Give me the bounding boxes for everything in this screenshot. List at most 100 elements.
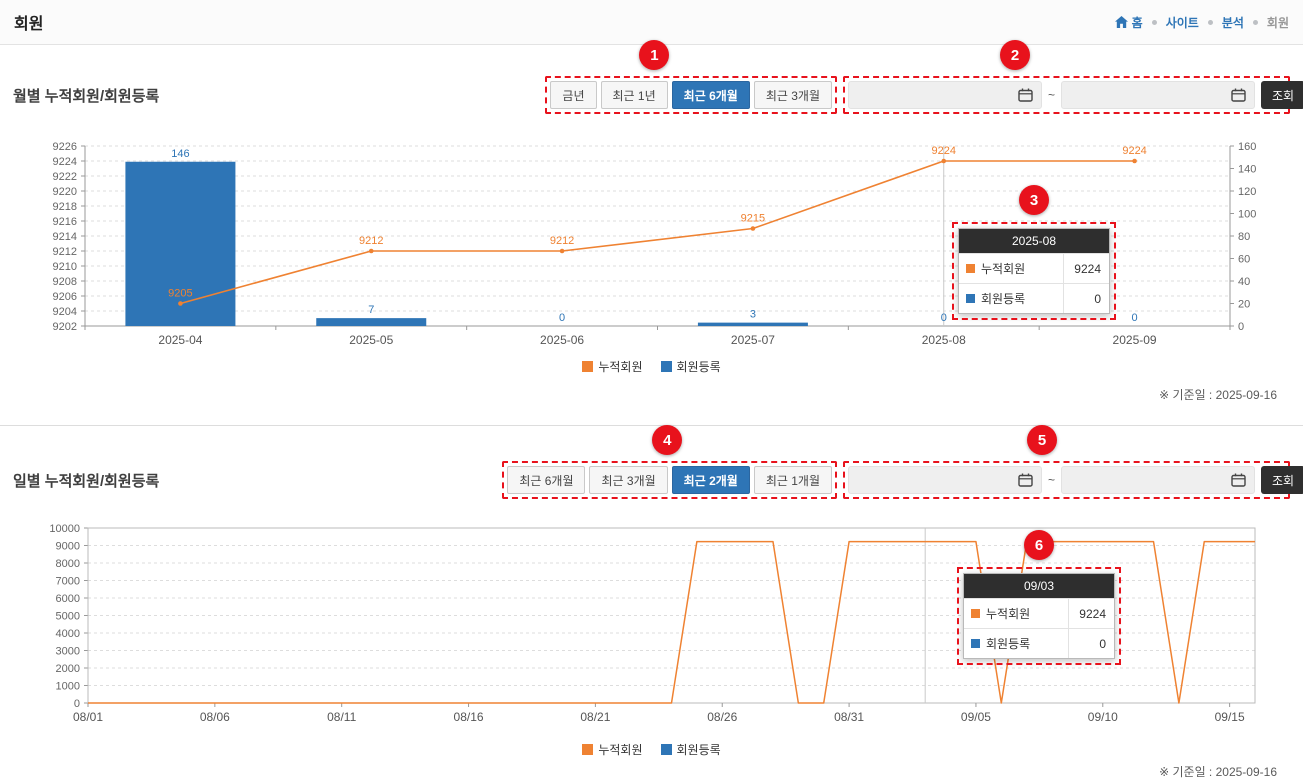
svg-text:09/10: 09/10 <box>1088 710 1118 724</box>
svg-text:2025-04: 2025-04 <box>158 333 202 347</box>
svg-text:140: 140 <box>1238 164 1256 176</box>
tooltip-row: 누적회원 9224 <box>964 598 1114 628</box>
series-swatch-icon <box>971 639 980 648</box>
series-swatch-icon <box>966 264 975 273</box>
svg-text:2025-05: 2025-05 <box>349 333 393 347</box>
tooltip-row: 회원등록 0 <box>964 628 1114 658</box>
svg-text:9210: 9210 <box>53 261 77 273</box>
nav-home[interactable]: 홈 <box>1114 14 1143 31</box>
svg-text:0: 0 <box>941 312 947 324</box>
svg-text:2025-09: 2025-09 <box>1113 333 1157 347</box>
nav-analysis[interactable]: 분석 <box>1222 14 1244 31</box>
nav-member-current: 회원 <box>1267 14 1289 31</box>
svg-text:9220: 9220 <box>53 186 77 198</box>
dot-separator-icon <box>1252 19 1258 25</box>
monthly-chart-tooltip: 3 2025-08 누적회원 9224 회원등록 0 <box>952 185 1116 320</box>
nav-site[interactable]: 사이트 <box>1166 14 1199 31</box>
daily-filter-2months-button[interactable]: 최근 2개월 <box>671 466 750 494</box>
daily-date-from-input[interactable] <box>848 466 1042 494</box>
monthly-filter-1year-button[interactable]: 최근 1년 <box>600 81 668 109</box>
legend-swatch-icon <box>582 744 594 755</box>
date-range-separator: ~ <box>1048 88 1056 102</box>
svg-text:9212: 9212 <box>550 235 574 247</box>
daily-date-from-field[interactable] <box>857 473 1012 487</box>
svg-text:1000: 1000 <box>56 681 80 693</box>
svg-text:9224: 9224 <box>1122 145 1146 157</box>
tooltip-series-label: 누적회원 <box>986 607 1031 621</box>
monthly-date-to-input[interactable] <box>1061 81 1256 109</box>
daily-legend: 누적회원 회원등록 <box>0 742 1303 757</box>
tooltip-series-value: 0 <box>1063 284 1109 313</box>
daily-chart[interactable]: 0 1000 2000 3000 4000 5000 6000 7000 8000 9000 100… <box>0 518 1303 736</box>
svg-text:5000: 5000 <box>56 611 80 623</box>
monthly-filter-3months-button[interactable]: 최근 3개월 <box>753 81 832 109</box>
daily-filter-3months-button[interactable]: 최근 3개월 <box>589 466 668 494</box>
page-title: 회원 <box>14 16 44 33</box>
svg-text:3: 3 <box>750 309 756 321</box>
annotation-badge-3: 3 <box>1019 185 1049 215</box>
legend-label: 누적회원 <box>598 743 643 757</box>
svg-text:20: 20 <box>1238 299 1250 311</box>
svg-text:9214: 9214 <box>53 231 77 243</box>
calendar-icon[interactable] <box>1018 88 1033 102</box>
svg-text:08/21: 08/21 <box>580 710 610 724</box>
nav-home-label: 홈 <box>1131 15 1143 30</box>
annotation-badge-6: 6 <box>1024 530 1054 560</box>
monthly-chart[interactable]: 9202 9204 9206 9208 9210 9212 9214 9216 9218 9220… <box>0 131 1303 353</box>
tooltip-title: 2025-08 <box>959 229 1109 253</box>
monthly-filter-6months-button[interactable]: 최근 6개월 <box>671 81 750 109</box>
tooltip-series-label: 회원등록 <box>981 292 1026 306</box>
calendar-icon[interactable] <box>1231 88 1246 102</box>
series-swatch-icon <box>966 294 975 303</box>
daily-filter-6months-button[interactable]: 최근 6개월 <box>507 466 586 494</box>
tooltip-series-label: 회원등록 <box>986 637 1031 651</box>
svg-text:08/06: 08/06 <box>200 710 230 724</box>
svg-text:9224: 9224 <box>932 145 956 157</box>
tooltip-series-value: 9224 <box>1068 599 1114 628</box>
annotation-badge-1: 1 <box>639 40 670 70</box>
calendar-icon[interactable] <box>1018 473 1033 487</box>
daily-chart-svg: 0 1000 2000 3000 4000 5000 6000 7000 8000 9000 100… <box>49 523 1256 724</box>
legend-label: 회원등록 <box>676 360 721 374</box>
monthly-date-from-input[interactable] <box>848 81 1042 109</box>
legend-item: 회원등록 <box>660 741 721 758</box>
svg-text:9205: 9205 <box>168 288 192 300</box>
svg-text:7000: 7000 <box>56 576 80 588</box>
monthly-footnote: ※ 기준일 : 2025-09-16 <box>1159 388 1277 402</box>
tooltip-series: 회원등록 <box>964 629 1068 658</box>
svg-text:9222: 9222 <box>53 171 77 183</box>
section-divider <box>0 425 1303 426</box>
daily-footnote: ※ 기준일 : 2025-09-16 <box>1159 765 1277 779</box>
tooltip-row: 회원등록 0 <box>959 283 1109 313</box>
monthly-date-to-field[interactable] <box>1070 88 1226 102</box>
svg-text:3000: 3000 <box>56 646 80 658</box>
daily-date-to-field[interactable] <box>1070 473 1226 487</box>
monthly-filter-this-year-button[interactable]: 금년 <box>550 81 597 109</box>
legend-swatch-icon <box>582 361 594 372</box>
daily-filter-1month-button[interactable]: 최근 1개월 <box>753 466 832 494</box>
svg-text:0: 0 <box>559 312 565 324</box>
svg-text:10000: 10000 <box>49 523 80 535</box>
svg-text:40: 40 <box>1238 276 1250 288</box>
daily-controls: 일별 누적회원/회원등록 4 최근 6개월 최근 3개월 최근 2개월 최근 1… <box>0 425 1303 499</box>
nav-site-label: 사이트 <box>1165 15 1199 30</box>
daily-search-button[interactable]: 조회 <box>1261 466 1303 494</box>
svg-text:2025-08: 2025-08 <box>922 333 966 347</box>
monthly-chart-svg: 9202 9204 9206 9208 9210 9212 9214 9216 9218 9220… <box>53 141 1257 347</box>
svg-text:09/05: 09/05 <box>961 710 991 724</box>
legend-item: 누적회원 <box>582 741 643 758</box>
legend-item: 누적회원 <box>582 358 643 375</box>
svg-text:9202: 9202 <box>53 321 77 333</box>
calendar-icon[interactable] <box>1231 473 1246 487</box>
monthly-date-from-field[interactable] <box>857 88 1012 102</box>
legend-item: 회원등록 <box>660 358 721 375</box>
tooltip-series-label: 누적회원 <box>981 262 1026 276</box>
monthly-search-button[interactable]: 조회 <box>1261 81 1303 109</box>
svg-text:146: 146 <box>171 148 189 160</box>
tooltip-series: 누적회원 <box>959 254 1063 283</box>
monthly-legend: 누적회원 회원등록 <box>0 359 1303 374</box>
monthly-date-range-group: 2 ~ 조회 <box>843 40 1303 114</box>
svg-text:6000: 6000 <box>56 593 80 605</box>
daily-date-to-input[interactable] <box>1061 466 1256 494</box>
tooltip-series: 누적회원 <box>964 599 1068 628</box>
